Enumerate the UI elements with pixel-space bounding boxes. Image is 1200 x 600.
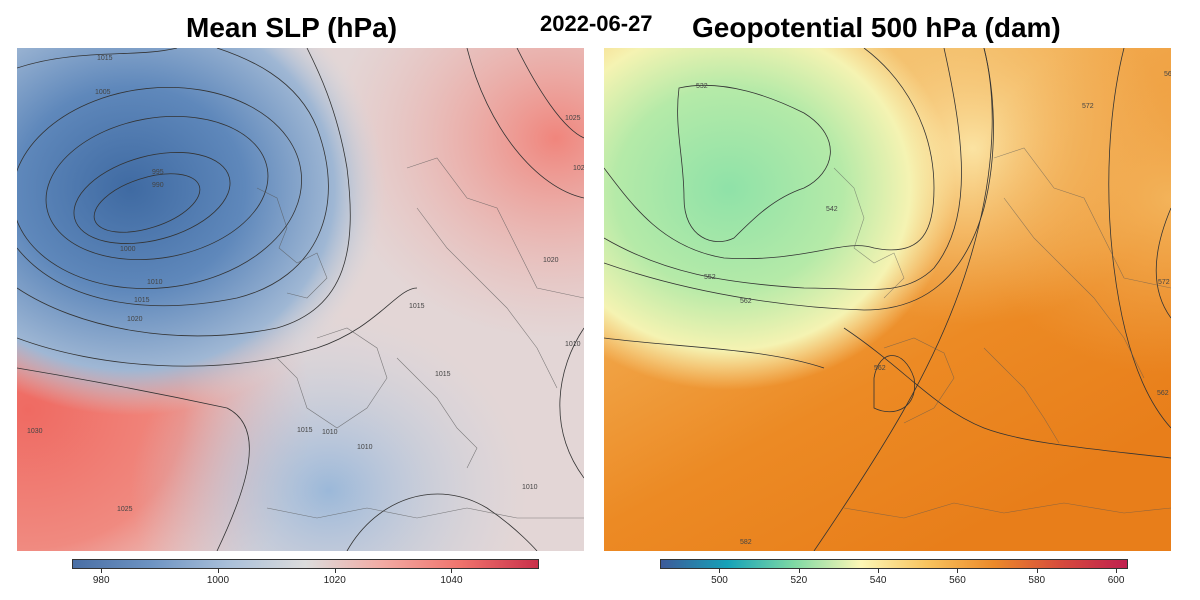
slp-colorbar-gradient	[72, 559, 539, 569]
slp-colorbar-tick-label: 1020	[323, 575, 346, 586]
z500-map: 532 542 552 562 562 572 572 582 562 562	[604, 48, 1171, 551]
svg-text:572: 572	[1082, 103, 1094, 110]
z500-colorbar-gradient	[660, 559, 1128, 569]
svg-text:1015: 1015	[97, 55, 113, 62]
z500-colorbar-tick	[719, 569, 721, 573]
slp-title: Mean SLP (hPa)	[186, 12, 398, 43]
z500-colorbar: 500 520 540 560 580 600	[660, 559, 1128, 586]
slp-colorbar-tick-label: 1000	[206, 575, 230, 586]
coastlines	[833, 147, 1171, 519]
z500-contour-labels: 532 542 552 562 562 572 572 582 562 562	[696, 71, 1171, 546]
svg-text:562: 562	[1164, 71, 1171, 78]
height-contours	[604, 48, 1171, 551]
slp-contour-labels: 1015 1005 995 990 1000 1010 1015 1020 10…	[27, 55, 584, 513]
slp-colorbar: 980 1000 1020 1040	[72, 559, 539, 586]
svg-text:532: 532	[696, 83, 708, 90]
z500-colorbar-tick-label: 580	[1028, 575, 1046, 586]
z500-colorbar-tick	[878, 569, 880, 573]
slp-colorbar-tick	[334, 569, 336, 573]
z500-colorbar-tick	[1116, 569, 1118, 573]
z500-colorbar-tick	[1036, 569, 1038, 573]
slp-colorbar-tick	[101, 569, 103, 573]
z500-colorbar-tick	[957, 569, 959, 573]
z500-colorbar-tick-label: 540	[869, 575, 887, 586]
svg-text:990: 990	[152, 182, 164, 189]
date-label: 2022-06-27	[540, 11, 653, 36]
svg-text:1015: 1015	[435, 371, 451, 378]
svg-text:1020: 1020	[573, 165, 584, 172]
slp-colorbar-tick	[451, 569, 453, 573]
svg-text:1010: 1010	[522, 484, 538, 491]
z500-colorbar-tick	[798, 569, 800, 573]
z500-title: Geopotential 500 hPa (dam)	[692, 12, 1061, 43]
svg-text:572: 572	[1158, 279, 1170, 286]
svg-text:1010: 1010	[565, 341, 581, 348]
z500-colorbar-tick-label: 520	[790, 575, 808, 586]
svg-text:582: 582	[740, 539, 752, 546]
svg-text:1015: 1015	[297, 427, 313, 434]
svg-text:1020: 1020	[127, 316, 143, 323]
svg-text:995: 995	[152, 169, 164, 176]
z500-colorbar-tick-label: 500	[711, 575, 728, 586]
z500-colorbar-tick-label: 560	[949, 575, 966, 586]
svg-text:562: 562	[1157, 390, 1169, 397]
svg-text:1010: 1010	[322, 429, 338, 436]
slp-colorbar-tick-label: 980	[92, 575, 110, 586]
svg-text:562: 562	[874, 365, 886, 372]
svg-text:562: 562	[740, 298, 752, 305]
isobars	[17, 48, 584, 551]
coastlines	[256, 157, 584, 519]
svg-text:1015: 1015	[409, 303, 425, 310]
z500-colorbar-tick-label: 600	[1107, 575, 1125, 586]
svg-text:552: 552	[704, 274, 716, 281]
svg-text:1025: 1025	[565, 115, 581, 122]
svg-text:1030: 1030	[27, 428, 43, 435]
svg-text:1005: 1005	[95, 89, 111, 96]
svg-text:1015: 1015	[134, 297, 150, 304]
slp-colorbar-tick	[217, 569, 219, 573]
svg-text:1000: 1000	[120, 246, 136, 253]
svg-text:1025: 1025	[117, 506, 133, 513]
slp-map: 1015 1005 995 990 1000 1010 1015 1020 10…	[17, 48, 584, 551]
svg-text:1010: 1010	[147, 279, 163, 286]
svg-text:542: 542	[826, 206, 838, 213]
svg-text:1020: 1020	[543, 257, 559, 264]
svg-text:1010: 1010	[357, 444, 373, 451]
slp-colorbar-tick-label: 1040	[440, 575, 463, 586]
